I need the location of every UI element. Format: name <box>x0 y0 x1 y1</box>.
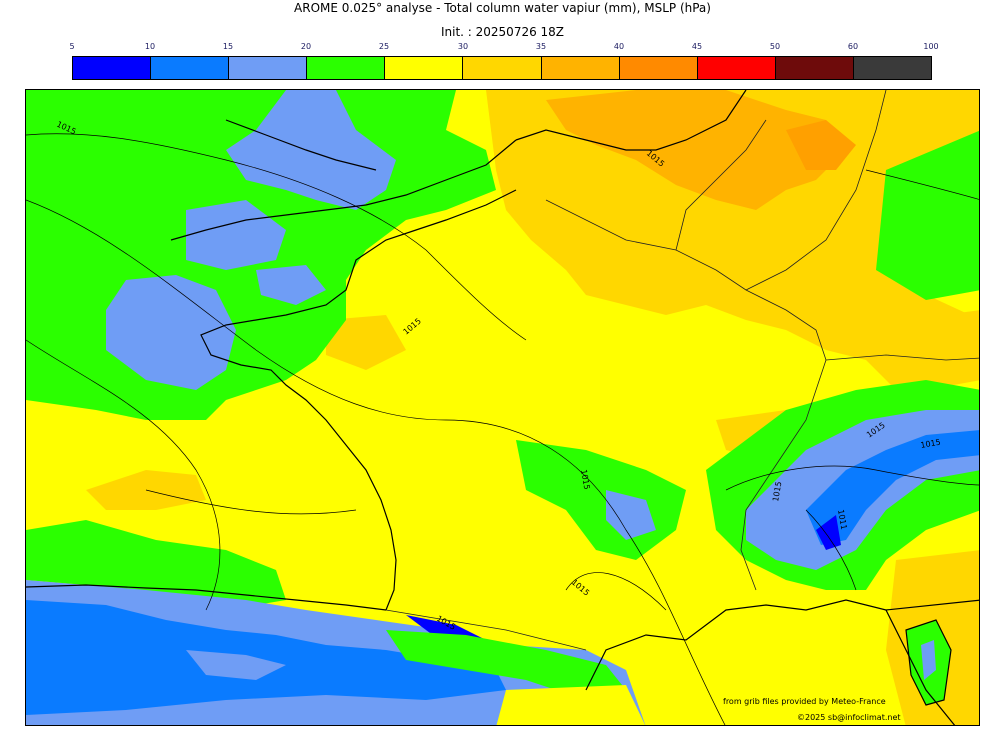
borders <box>385 90 979 651</box>
field-10-pyrenees <box>26 600 506 715</box>
field-15-spain-inner <box>186 650 286 680</box>
field-20-east <box>876 130 979 300</box>
field-15-uk <box>226 90 396 210</box>
colorbar-tick: 50 <box>769 42 781 51</box>
colorbar-segment <box>775 57 854 79</box>
colorbar-tick: 60 <box>847 42 859 51</box>
field-15-wales <box>186 200 286 270</box>
colorbar-segment <box>307 57 386 79</box>
colorbar-tick: 25 <box>378 42 390 51</box>
colorbar-tick: 15 <box>222 42 234 51</box>
colorbar-tick: 10 <box>144 42 156 51</box>
field-15-brittany <box>106 275 236 390</box>
field-20-biscay <box>26 520 286 610</box>
colorbar-segment <box>151 57 230 79</box>
corsica-field-inner <box>921 640 936 680</box>
field-40 <box>546 90 846 210</box>
colorbar-tick: 35 <box>535 42 547 51</box>
colorbar-segment <box>619 57 698 79</box>
data-source-credit: from grib files provided by Meteo-France <box>723 697 886 706</box>
colorbar-segment <box>853 57 932 79</box>
isobar-label: 1015 <box>920 438 942 450</box>
isobar-label: 1011 <box>836 509 848 531</box>
colorbar-segment <box>73 57 152 79</box>
chart-title: AROME 0.025° analyse - Total column wate… <box>294 1 711 15</box>
field-35 <box>486 90 979 390</box>
colorbar-tick: 30 <box>457 42 469 51</box>
colorbar-tick: 45 <box>691 42 703 51</box>
copyright-credit: ©2025 sb@infoclimat.net <box>797 713 901 722</box>
weather-map: 1015 1015 1015 1015 1015 1015 1015 1015 … <box>25 89 980 726</box>
field-10-alps <box>806 430 979 545</box>
field-5-alps <box>816 515 841 550</box>
isobar-label: 1015 <box>771 481 783 503</box>
coastlines <box>26 90 979 725</box>
field-35d <box>326 315 406 370</box>
isobars <box>26 133 979 725</box>
colorbar-tick: 100 <box>923 42 939 51</box>
colorbar-tick: 40 <box>613 42 625 51</box>
colorbar-segment <box>697 57 776 79</box>
colorbar-segment <box>463 57 542 79</box>
isobar-label: 1015 <box>579 469 591 491</box>
field-15-massif <box>606 490 656 540</box>
colorbar-tick: 20 <box>300 42 312 51</box>
init-time: Init. : 20250726 18Z <box>440 25 565 39</box>
colorbar-tick: 5 <box>69 42 75 51</box>
colorbar-segment <box>385 57 464 79</box>
colorbar <box>72 56 932 80</box>
field-15-channel <box>256 265 326 305</box>
field-35b <box>906 310 979 390</box>
field-25-med <box>496 685 646 725</box>
field-40b <box>786 120 856 170</box>
colorbar-segment <box>541 57 620 79</box>
field-20-catalonia <box>386 630 626 700</box>
colorbar-segment <box>229 57 308 79</box>
